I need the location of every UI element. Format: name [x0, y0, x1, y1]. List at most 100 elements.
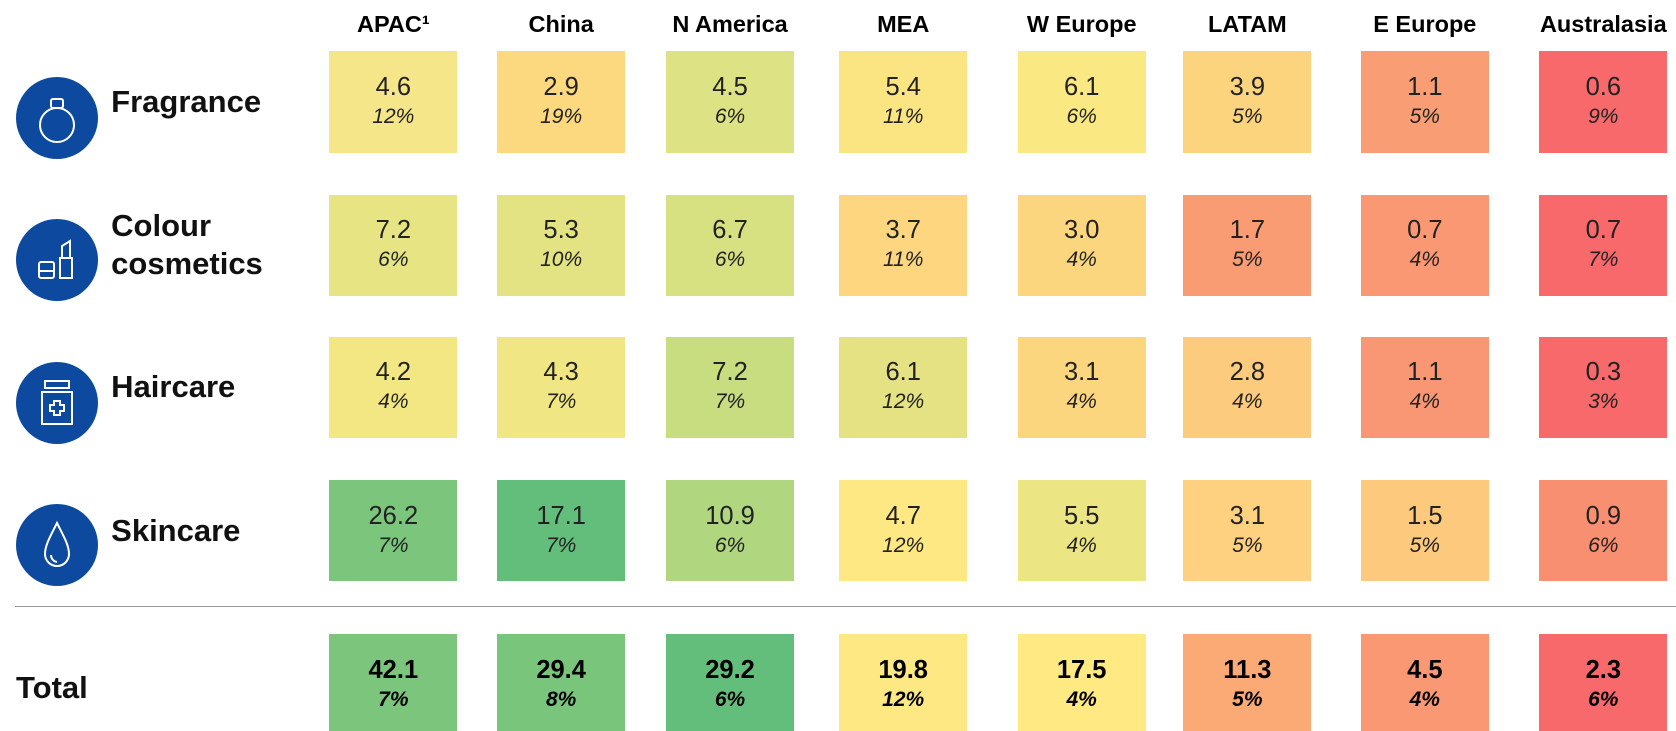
cell-growth: 12%	[372, 105, 415, 129]
cell-value: 3.1	[1229, 501, 1266, 530]
cell-value: 29.4	[536, 655, 586, 684]
cell: 3.1 4%	[1017, 336, 1146, 439]
column-header: China	[528, 10, 594, 37]
cell-growth: 11%	[882, 105, 924, 129]
cell-value: 3.9	[1229, 73, 1266, 102]
cell: 0.9 6%	[1539, 479, 1668, 582]
cell: 6.7 6%	[665, 194, 795, 297]
cell-growth: 19%	[540, 105, 583, 129]
cell-value: 0.9	[1585, 501, 1622, 530]
cell: 1.7 5%	[1183, 194, 1312, 297]
cell-value: 1.7	[1229, 216, 1266, 245]
cell-value: 4.3	[543, 358, 579, 387]
cell-growth: 12%	[882, 390, 925, 414]
cell-value: 4.5	[1407, 655, 1443, 684]
cell-growth: 7%	[378, 687, 409, 711]
cell-value: 3.1	[1063, 358, 1100, 387]
cell: 2.3 6%	[1539, 633, 1668, 731]
divider	[15, 606, 1676, 607]
cell: 6.1 6%	[1017, 51, 1146, 153]
cell: 7.2 6%	[329, 194, 458, 297]
cell: 3.7 11%	[839, 194, 968, 297]
cell: 4.2 4%	[329, 336, 458, 439]
cell-growth: 6%	[1588, 533, 1619, 557]
cell-value: 2.9	[543, 73, 579, 102]
cell-value: 5.3	[543, 216, 579, 245]
cell-growth: 6%	[714, 105, 746, 129]
column-header: APAC¹	[357, 10, 430, 37]
cell-growth: 3%	[1588, 390, 1619, 414]
fragrance-icon	[16, 77, 98, 159]
column-header: E Europe	[1373, 10, 1477, 37]
column-header: Australasia	[1539, 10, 1667, 37]
cell-value: 3.0	[1063, 216, 1100, 245]
cell: 5.4 11%	[839, 51, 968, 153]
cell-value: 6.7	[712, 216, 748, 245]
cell-growth: 5%	[1232, 533, 1263, 557]
cell-value: 1.5	[1407, 501, 1443, 530]
row-label: Fragrance	[111, 84, 262, 120]
cell: 2.8 4%	[1183, 336, 1312, 439]
row-label: Total	[16, 670, 88, 706]
cell-value: 2.8	[1229, 358, 1266, 387]
cell-value: 10.9	[705, 501, 755, 530]
cell: 29.4 8%	[497, 633, 626, 731]
column-header: LATAM	[1207, 10, 1287, 37]
cell: 4.7 12%	[839, 479, 968, 582]
row-label: Colour cosmetics	[111, 208, 263, 282]
cell: 0.3 3%	[1539, 336, 1668, 439]
column-header: N America	[672, 10, 788, 37]
cell-value: 0.3	[1585, 358, 1622, 387]
cell-value: 7.2	[712, 358, 748, 387]
cell-growth: 5%	[1409, 533, 1440, 557]
cell-growth: 4%	[1066, 390, 1097, 414]
cell-value: 6.1	[885, 358, 921, 387]
cell: 1.1 5%	[1360, 51, 1489, 153]
cell-growth: 4%	[1066, 687, 1097, 711]
cell-growth: 12%	[882, 533, 925, 557]
cell-value: 4.2	[375, 358, 412, 387]
cell-value: 0.7	[1407, 216, 1443, 245]
colour-cosmetics-icon	[16, 219, 98, 301]
cell: 5.3 10%	[497, 194, 626, 297]
cell-growth: 4%	[1232, 390, 1263, 414]
cell-growth: 4%	[1066, 248, 1097, 272]
column-header: MEA	[877, 10, 930, 37]
cell: 1.1 4%	[1360, 336, 1489, 439]
cell-growth: 6%	[1588, 687, 1619, 711]
cell: 0.7 7%	[1539, 194, 1668, 297]
cell-growth: 7%	[378, 533, 409, 557]
cell-value: 1.1	[1407, 358, 1443, 387]
cell-growth: 4%	[1409, 390, 1440, 414]
cell-growth: 8%	[545, 687, 577, 711]
skincare-icon	[16, 504, 98, 586]
cell-growth: 4%	[1409, 248, 1440, 272]
cell-value: 3.7	[885, 216, 921, 245]
cell-growth: 5%	[1409, 105, 1440, 129]
cell: 4.5 6%	[665, 51, 795, 153]
cell: 29.2 6%	[665, 633, 795, 731]
cell-value: 7.2	[375, 216, 412, 245]
cell-value: 4.7	[885, 501, 921, 530]
cell: 3.0 4%	[1017, 194, 1146, 297]
cell-value: 0.6	[1585, 73, 1622, 102]
row-label: Skincare	[111, 512, 241, 548]
cell-value: 4.6	[375, 73, 412, 102]
cell: 19.8 12%	[839, 633, 968, 731]
cell: 17.5 4%	[1017, 633, 1146, 731]
cell-growth: 6%	[714, 248, 746, 272]
cell: 26.2 7%	[329, 479, 458, 582]
cell-growth: 11%	[882, 248, 924, 272]
cell: 0.7 4%	[1360, 194, 1489, 297]
cell-growth: 5%	[1232, 687, 1263, 711]
cell-value: 29.2	[705, 655, 755, 684]
haircare-icon	[16, 362, 98, 444]
cell: 7.2 7%	[665, 336, 795, 439]
cell-value: 5.4	[885, 73, 921, 102]
cell-growth: 6%	[1066, 105, 1097, 129]
cell-value: 26.2	[368, 501, 419, 530]
cell: 2.9 19%	[497, 51, 626, 153]
row-label: Haircare	[111, 369, 236, 405]
cell-growth: 5%	[1232, 248, 1263, 272]
